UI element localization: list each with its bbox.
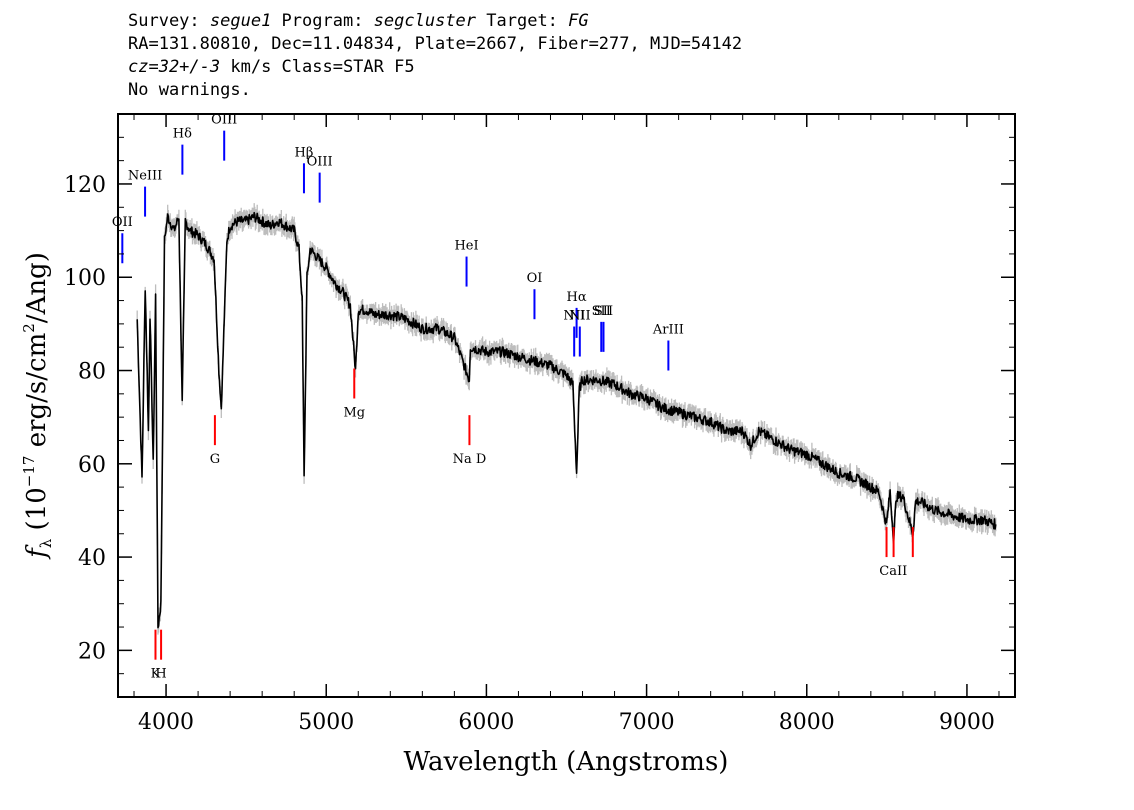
emission-line-label: ArIII — [652, 323, 684, 338]
y-tick-label: 60 — [78, 453, 106, 478]
header-line-4: No warnings. — [128, 80, 251, 100]
x-tick-label: 9000 — [939, 710, 995, 735]
spectrum-line — [136, 211, 997, 629]
y-axis-ticks: 20 40 60 80 100 120 — [64, 113, 1015, 698]
x-axis-ticks: 4000 5000 6000 7000 8000 9000 — [133, 114, 1000, 735]
y-axis-title: fλ (10−17 erg/s/cm2/Ang) — [20, 252, 55, 560]
error-band — [136, 203, 997, 635]
program-prefix: Program: — [271, 11, 374, 31]
absorption-line-label: G — [210, 452, 220, 467]
x-tick-label: 7000 — [619, 710, 675, 735]
emission-line-label: Hβ — [295, 145, 314, 160]
emission-line-label: NII — [569, 309, 591, 324]
absorption-line-label: CaII — [879, 564, 907, 579]
emission-line-label: OI — [527, 271, 543, 286]
y-tick-label: 80 — [78, 360, 106, 385]
absorption-line-label: Na D — [453, 452, 487, 467]
y-tick-label: 40 — [78, 546, 106, 571]
program-name: segcluster — [373, 11, 477, 31]
x-tick-label: 5000 — [298, 710, 354, 735]
absorption-line-label: K — [151, 667, 161, 682]
x-axis-title: Wavelength (Angstroms) — [404, 747, 729, 777]
emission-line-label: OII — [112, 215, 133, 230]
y-tick-label: 20 — [78, 639, 106, 664]
x-tick-label: 4000 — [138, 710, 194, 735]
class-text: km/s Class=STAR F5 — [220, 57, 415, 77]
y-tick-label: 120 — [64, 173, 106, 198]
emission-line-label: NII — [563, 309, 585, 324]
target-prefix: Target: — [476, 11, 569, 31]
absorption-line-label: Mg — [343, 406, 365, 421]
y-tick-label: 100 — [64, 266, 106, 291]
survey-prefix: Survey: — [128, 11, 210, 31]
emission-line-label: OIII — [307, 155, 333, 170]
emission-line-label: SII — [592, 304, 611, 319]
series-layer — [136, 211, 997, 629]
plot-frame — [117, 113, 1016, 698]
target-name: FG — [568, 11, 589, 31]
emission-line-label: SII — [594, 304, 613, 319]
header-line-1: Survey: segue1 Program: segcluster Targe… — [128, 10, 742, 33]
emission-line-label: NeIII — [128, 169, 162, 184]
header-line-2: RA=131.80810, Dec=11.04834, Plate=2667, … — [128, 34, 743, 54]
spectrum-header: Survey: segue1 Program: segcluster Targe… — [128, 10, 742, 102]
emission-line-label: OIII — [211, 113, 237, 128]
x-tick-label: 6000 — [458, 710, 514, 735]
error-band-strokes — [136, 203, 997, 635]
header-line-3: cz=32+/-3 km/s Class=STAR F5 — [128, 56, 742, 79]
x-tick-label: 8000 — [779, 710, 835, 735]
redshift-value: cz=32+/-3 — [128, 57, 221, 77]
emission-line-label: HeI — [454, 239, 478, 254]
emission-line-label: Hα — [567, 290, 587, 305]
emission-line-label: Hδ — [173, 127, 192, 142]
survey-name: segue1 — [209, 11, 272, 31]
absorption-line-label: H — [155, 667, 166, 682]
